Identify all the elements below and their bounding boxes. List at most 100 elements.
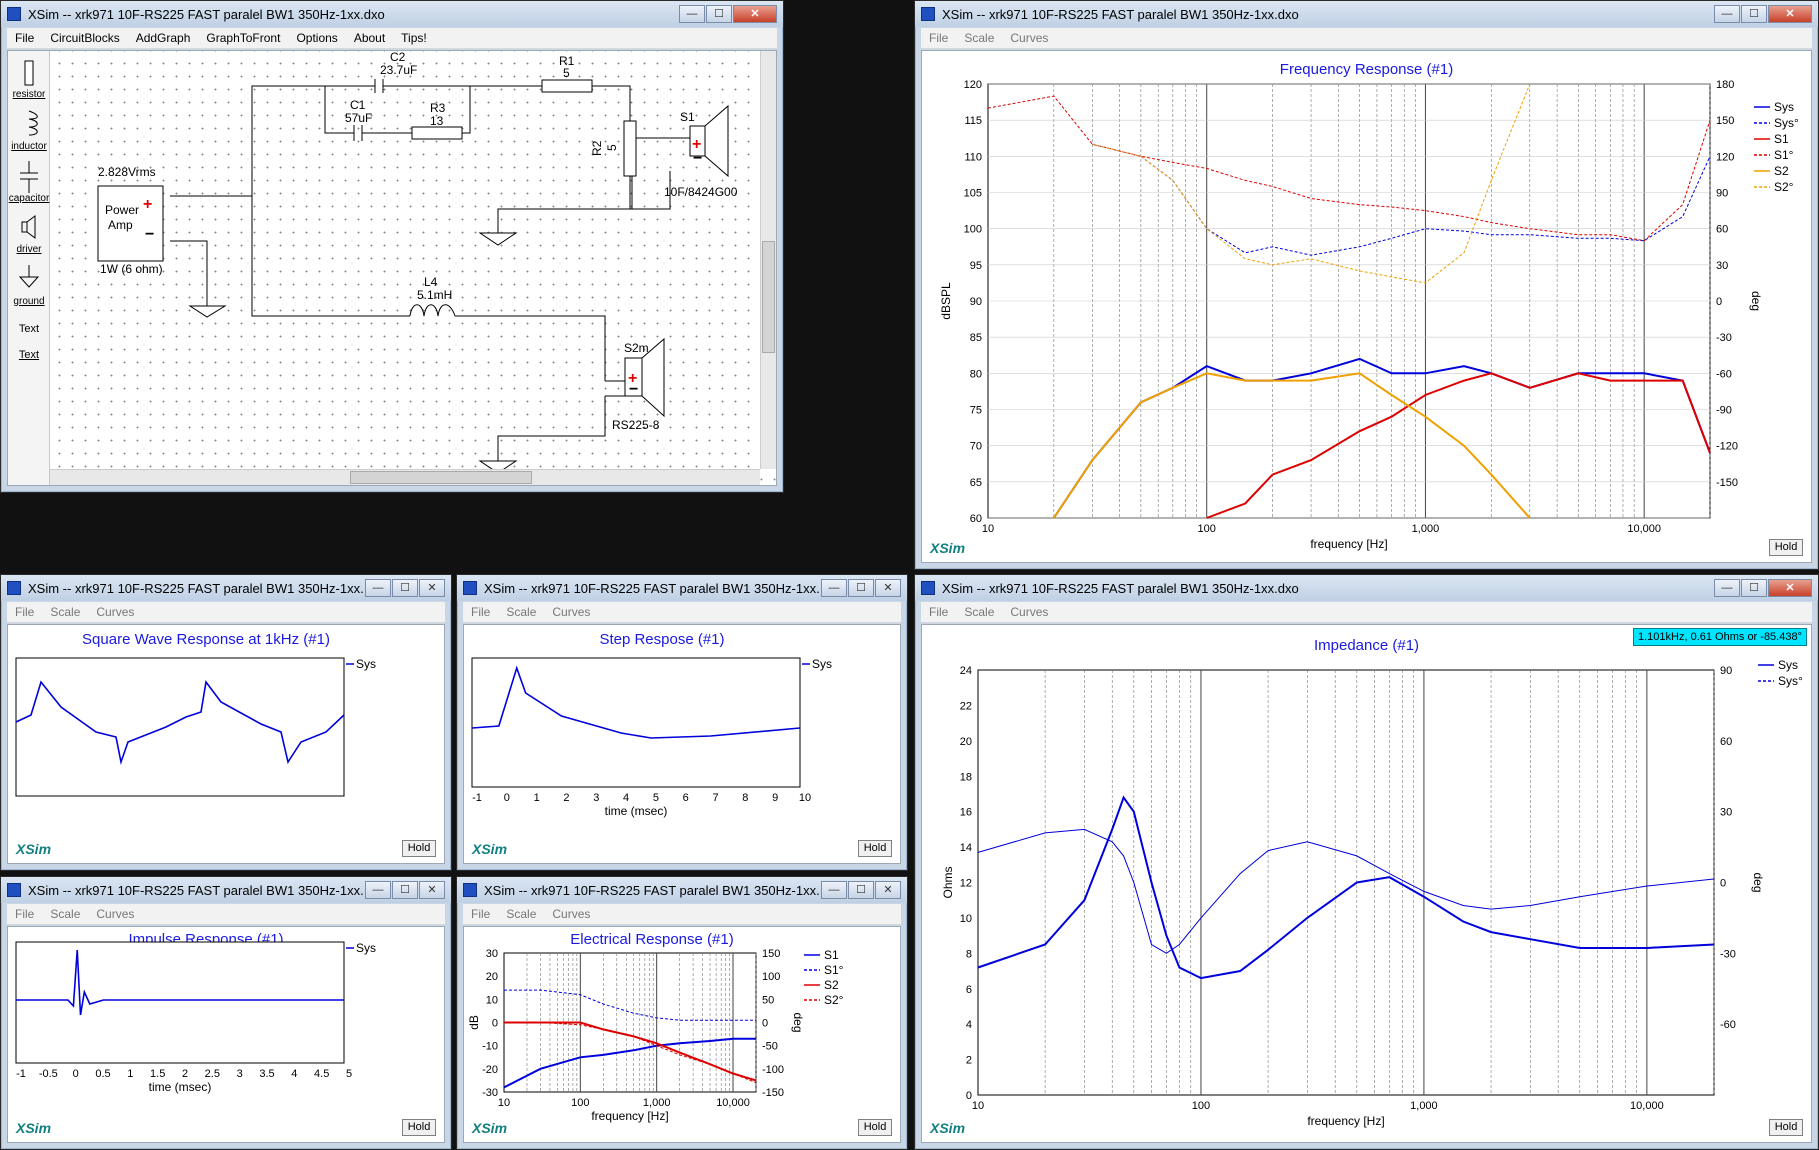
menu-circuitblocks[interactable]: CircuitBlocks	[50, 31, 120, 45]
hold-button[interactable]: Hold	[402, 1119, 436, 1136]
hold-button[interactable]: Hold	[858, 1119, 892, 1136]
maximize-button[interactable]: ☐	[706, 5, 732, 23]
inductor-icon[interactable]	[18, 109, 40, 139]
palette-text[interactable]: Text	[18, 323, 40, 335]
impedance-titlebar[interactable]: XSim -- xrk971 10F-RS225 FAST paralel BW…	[915, 575, 1818, 601]
freq-titlebar[interactable]: XSim -- xrk971 10F-RS225 FAST paralel BW…	[915, 1, 1818, 27]
menu-file[interactable]: File	[471, 605, 491, 619]
menu-scale[interactable]: Scale	[50, 907, 81, 921]
menu-tips[interactable]: Tips!	[401, 31, 427, 45]
step-titlebar[interactable]: XSim -- xrk971 10F-RS225 FAST paralel BW…	[457, 575, 907, 601]
menu-scale[interactable]: Scale	[506, 907, 537, 921]
hold-button[interactable]: Hold	[858, 840, 892, 857]
legend-entry: S2	[1774, 164, 1789, 178]
vertical-scrollbar[interactable]	[760, 51, 776, 469]
menu-file[interactable]: File	[929, 605, 949, 619]
ground-icon[interactable]	[18, 263, 40, 291]
minimize-button[interactable]: —	[1714, 5, 1740, 23]
menu-graphtofront[interactable]: GraphToFront	[206, 31, 281, 45]
maximize-button[interactable]: ☐	[848, 579, 874, 597]
menu-scale[interactable]: Scale	[506, 605, 537, 619]
palette-capacitor[interactable]: capacitor	[8, 193, 50, 204]
step-graph-title: Step Respose (#1)	[599, 631, 725, 648]
hold-button[interactable]: Hold	[402, 840, 436, 857]
legend-entry: Sys	[812, 657, 832, 671]
impedance-menubar: File Scale Curves	[921, 602, 1812, 623]
close-button[interactable]: ✕	[875, 881, 901, 899]
menu-curves[interactable]: Curves	[1010, 605, 1049, 619]
impedance-window-title: XSim -- xrk971 10F-RS225 FAST paralel BW…	[942, 580, 1299, 596]
x-axis-label: frequency [Hz]	[591, 1109, 668, 1123]
menu-about[interactable]: About	[353, 31, 386, 45]
impulse-response-chart[interactable]: -1 -0.5 0 0.5 1 1.5 2 2.5 3 3.5 4 4.5 5 time (msec) Sy…	[8, 927, 446, 1145]
square-titlebar[interactable]: XSim -- xrk971 10F-RS225 FAST paralel BW…	[1, 575, 451, 601]
menu-file[interactable]: File	[15, 907, 35, 921]
minimize-button[interactable]: —	[365, 881, 391, 899]
close-button[interactable]: ✕	[419, 579, 445, 597]
menu-addgraph[interactable]: AddGraph	[135, 31, 191, 45]
menu-curves[interactable]: Curves	[96, 907, 135, 921]
menu-curves[interactable]: Curves	[552, 907, 591, 921]
x-tick-label: 5	[653, 792, 659, 804]
freq-response-chart[interactable]: 1201151101051009590858075706560180150120…	[922, 51, 1813, 565]
freq-graph-title: Frequency Response (#1)	[1279, 61, 1454, 78]
menu-file[interactable]: File	[15, 605, 35, 619]
close-button[interactable]: ✕	[419, 881, 445, 899]
hold-button[interactable]: Hold	[1769, 1119, 1803, 1136]
close-button[interactable]: ✕	[1768, 5, 1812, 23]
menu-file[interactable]: File	[15, 31, 35, 45]
palette-resistor[interactable]: resistor	[12, 89, 46, 100]
x-tick-label: 8	[742, 792, 748, 804]
x-tick-label: -0.5	[39, 1068, 58, 1080]
y-tick-label: 10	[960, 913, 972, 925]
step-response-chart[interactable]: -1 0 1 2 3 4 5 6 7 8 9 10 time (msec) Sys	[464, 625, 902, 866]
electrical-titlebar[interactable]: XSim -- xrk971 10F-RS225 FAST paralel BW…	[457, 877, 907, 903]
driver-icon[interactable]	[18, 213, 40, 241]
x-tick-label: 2	[563, 792, 569, 804]
close-button[interactable]: ✕	[733, 5, 777, 23]
horizontal-scroll-thumb[interactable]	[350, 471, 532, 484]
menu-curves[interactable]: Curves	[1010, 31, 1049, 45]
palette-ground[interactable]: ground	[13, 296, 45, 307]
close-button[interactable]: ✕	[875, 579, 901, 597]
maximize-button[interactable]: ☐	[848, 881, 874, 899]
horizontal-scrollbar[interactable]	[50, 469, 760, 485]
vertical-scroll-thumb[interactable]	[762, 241, 775, 353]
minimize-button[interactable]: —	[1714, 579, 1740, 597]
square-wave-chart[interactable]: Sys	[8, 625, 446, 866]
minimize-button[interactable]: —	[365, 579, 391, 597]
palette-text-link[interactable]: Text	[18, 349, 40, 361]
palette-inductor[interactable]: inductor	[11, 141, 47, 152]
y-tick-label: 0	[966, 1090, 972, 1102]
menu-curves[interactable]: Curves	[552, 605, 591, 619]
menu-curves[interactable]: Curves	[96, 605, 135, 619]
close-button[interactable]: ✕	[1768, 579, 1812, 597]
menu-scale[interactable]: Scale	[964, 31, 995, 45]
maximize-button[interactable]: ☐	[392, 881, 418, 899]
menu-scale[interactable]: Scale	[964, 605, 995, 619]
capacitor-icon[interactable]	[18, 161, 40, 193]
minimize-button[interactable]: —	[821, 579, 847, 597]
minimize-button[interactable]: —	[679, 5, 705, 23]
hold-button[interactable]: Hold	[1769, 539, 1803, 556]
maximize-button[interactable]: ☐	[392, 579, 418, 597]
impulse-titlebar[interactable]: XSim -- xrk971 10F-RS225 FAST paralel BW…	[1, 877, 451, 903]
menu-scale[interactable]: Scale	[50, 605, 81, 619]
maximize-button[interactable]: ☐	[1741, 579, 1767, 597]
circuit-titlebar[interactable]: XSim -- xrk971 10F-RS225 FAST paralel BW…	[1, 1, 783, 27]
resistor-icon[interactable]	[20, 59, 38, 89]
menu-file[interactable]: File	[471, 907, 491, 921]
impedance-graph-title: Impedance (#1)	[1313, 637, 1420, 654]
schematic-canvas[interactable]: resistor inductor capacitor driver groun…	[7, 50, 777, 486]
menu-file[interactable]: File	[929, 31, 949, 45]
maximize-button[interactable]: ☐	[1741, 5, 1767, 23]
x-axis-label: frequency [Hz]	[1310, 537, 1387, 551]
circuit-window: XSim -- xrk971 10F-RS225 FAST paralel BW…	[0, 0, 784, 493]
y2-tick-label: 0	[1716, 296, 1722, 308]
svg-text:−: −	[629, 381, 638, 398]
minimize-button[interactable]: —	[821, 881, 847, 899]
menu-options[interactable]: Options	[296, 31, 338, 45]
palette-driver[interactable]: driver	[16, 244, 42, 255]
